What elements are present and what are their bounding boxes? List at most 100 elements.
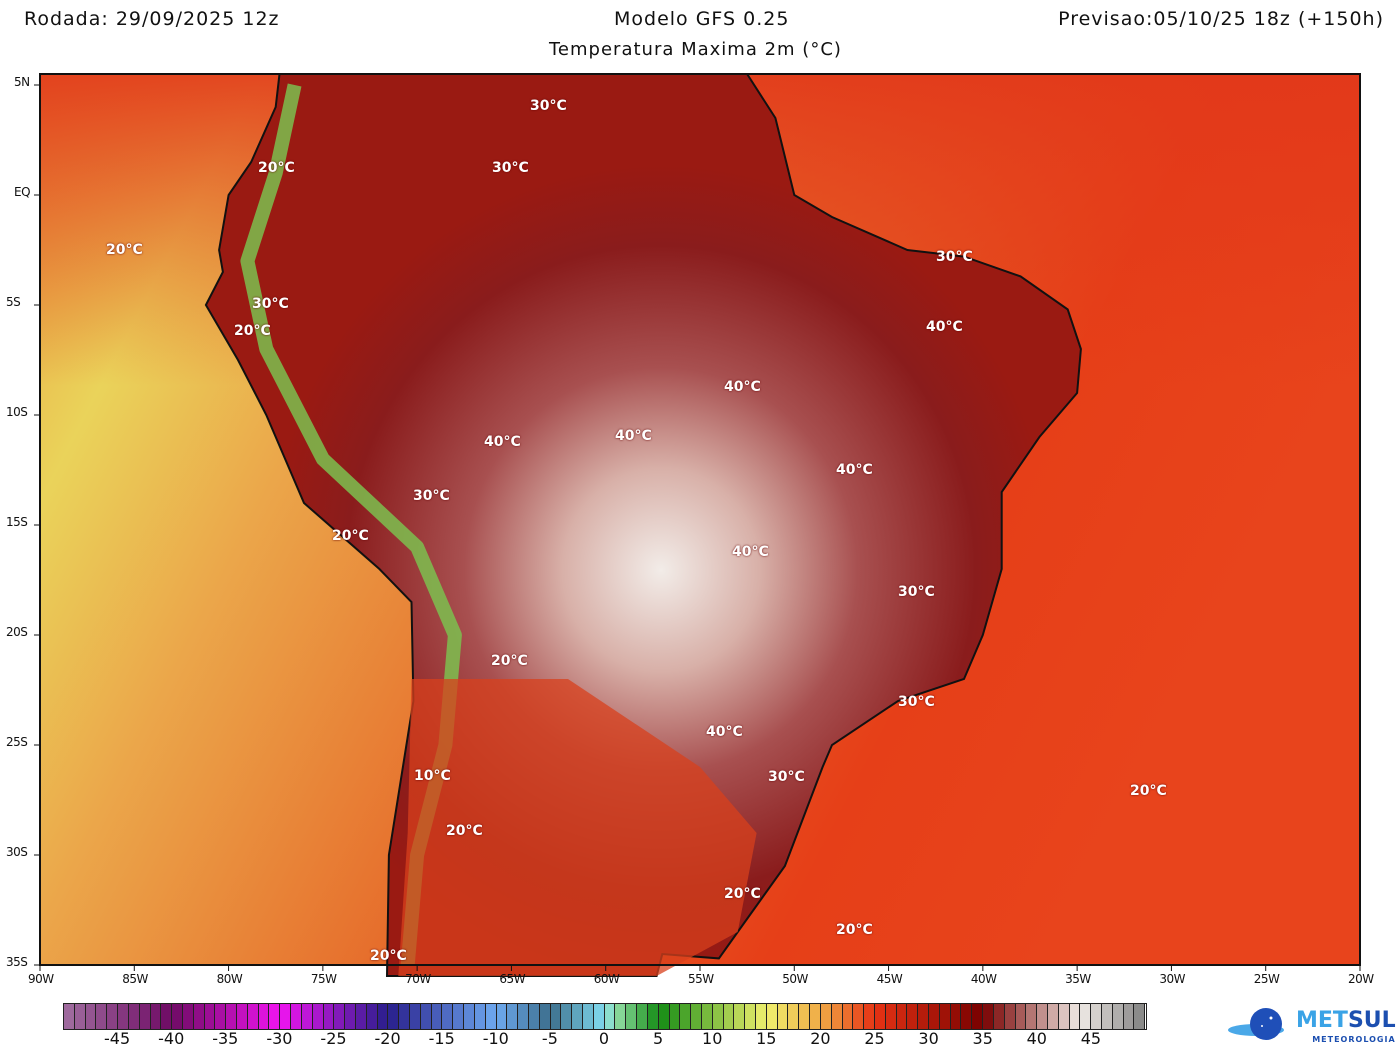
colorbar-cell: [204, 1004, 216, 1029]
colorbar-cell: [518, 1004, 529, 1029]
globe-icon: [1228, 1008, 1284, 1040]
metsul-logo: METSUL METEOROLOGIA: [1226, 1006, 1396, 1046]
contour-label: 30°C: [898, 694, 935, 710]
colorbar-cell: [615, 1004, 627, 1029]
colorbar-cell: [939, 1004, 951, 1029]
map-subtitle: Temperatura Maxima 2m (°C): [549, 39, 842, 60]
colorbar-label: 20: [810, 1029, 831, 1048]
colorbar-cell: [312, 1004, 324, 1029]
colorbar-cell: [453, 1004, 465, 1029]
colorbar-cell: [1047, 1004, 1059, 1029]
colorbar-cell: [788, 1004, 800, 1029]
colorbar-cell: [226, 1004, 237, 1029]
contour-label: 30°C: [530, 98, 567, 114]
colorbar-cell: [128, 1004, 140, 1029]
colorbar-cell: [1102, 1004, 1113, 1029]
colorbar-label: 30: [918, 1029, 939, 1048]
contour-label: 20°C: [258, 160, 295, 176]
lat-label: 5S: [6, 295, 21, 309]
colorbar-cell: [658, 1004, 670, 1029]
lon-label: 50W: [782, 972, 808, 986]
colorbar-cell: [680, 1004, 692, 1029]
colorbar-cell: [193, 1004, 205, 1029]
contour-label: 20°C: [106, 242, 143, 258]
contour-label: 20°C: [836, 922, 873, 938]
colorbar-cell: [388, 1004, 400, 1029]
contour-label: 20°C: [446, 823, 483, 839]
colorbar-cell: [929, 1004, 940, 1029]
contour-label: 40°C: [926, 319, 963, 335]
colorbar-label: -25: [320, 1029, 347, 1048]
colorbar-cell: [1123, 1004, 1135, 1029]
colorbar-cell: [561, 1004, 573, 1029]
lon-label: 25W: [1253, 972, 1280, 986]
colorbar-label: -10: [482, 1029, 509, 1048]
colorbar-cell: [420, 1004, 432, 1029]
colorbar-label: 0: [598, 1029, 610, 1048]
contour-label: 30°C: [413, 488, 450, 504]
colorbar-cell: [572, 1004, 583, 1029]
colorbar-cell: [766, 1004, 778, 1029]
temperature-colorbar: [63, 1003, 1147, 1030]
contour-label: 20°C: [491, 653, 528, 669]
colorbar-cell: [993, 1004, 1005, 1029]
lon-label: 40W: [970, 972, 997, 986]
colorbar-label: -35: [212, 1029, 239, 1048]
colorbar-cell: [1091, 1004, 1102, 1029]
colorbar-cell: [366, 1004, 378, 1029]
colorbar-label: 10: [702, 1029, 723, 1048]
colorbar-cell: [496, 1004, 508, 1029]
colorbar-cell: [215, 1004, 227, 1029]
lat-label: 5N: [14, 75, 30, 89]
colorbar-cell: [831, 1004, 843, 1029]
colorbar-cell: [442, 1004, 454, 1029]
colorbar-cell: [96, 1004, 108, 1029]
colorbar-cell: [172, 1004, 183, 1029]
colorbar-cell: [1037, 1004, 1048, 1029]
colorbar-label: 25: [864, 1029, 885, 1048]
contour-label: 30°C: [492, 160, 529, 176]
colorbar-label: -5: [541, 1029, 558, 1048]
colorbar-cell: [604, 1004, 616, 1029]
contour-label: 40°C: [615, 428, 652, 444]
colorbar-cell: [745, 1004, 756, 1029]
colorbar-cell: [820, 1004, 832, 1029]
contour-label: 30°C: [252, 296, 289, 312]
logo-sul: SUL: [1347, 1007, 1396, 1033]
contour-label: 30°C: [898, 584, 935, 600]
lon-label: 75W: [310, 972, 337, 986]
colorbar-cell: [712, 1004, 724, 1029]
colorbar-cell: [1080, 1004, 1092, 1029]
colorbar-cell: [853, 1004, 865, 1029]
colorbar-cell: [280, 1004, 292, 1029]
colorbar-cell: [885, 1004, 897, 1029]
colorbar-cell: [1069, 1004, 1081, 1029]
colorbar-label: -45: [104, 1029, 131, 1048]
colorbar-label: 45: [1080, 1029, 1102, 1048]
lon-label: 60W: [593, 972, 620, 986]
colorbar-cell: [247, 1004, 259, 1029]
contour-label: 20°C: [1130, 783, 1167, 799]
forecast-time: Previsao:05/10/25 18z (+150h): [1058, 8, 1384, 30]
colorbar-cell: [626, 1004, 638, 1029]
colorbar-cell: [723, 1004, 735, 1029]
colorbar-cell: [269, 1004, 281, 1029]
colorbar-cell: [583, 1004, 594, 1029]
colorbar-cell: [399, 1004, 410, 1029]
colorbar-cell: [345, 1004, 356, 1029]
colorbar-cell: [377, 1004, 389, 1029]
colorbar-cell: [918, 1004, 929, 1029]
colorbar-cell: [150, 1004, 162, 1029]
colorbar-cell: [701, 1004, 713, 1029]
lat-label: 35S: [6, 955, 28, 969]
lat-label: 25S: [6, 735, 28, 749]
lon-label: 20W: [1347, 972, 1374, 986]
colorbar-cell: [874, 1004, 886, 1029]
colorbar-cell: [669, 1004, 681, 1029]
lon-label: 30W: [1159, 972, 1186, 986]
colorbar-cell: [528, 1004, 540, 1029]
colorbar-cell: [842, 1004, 854, 1029]
contour-label: 10°C: [414, 768, 451, 784]
colorbar-label: 15: [756, 1029, 777, 1048]
contour-label: 40°C: [706, 724, 743, 740]
